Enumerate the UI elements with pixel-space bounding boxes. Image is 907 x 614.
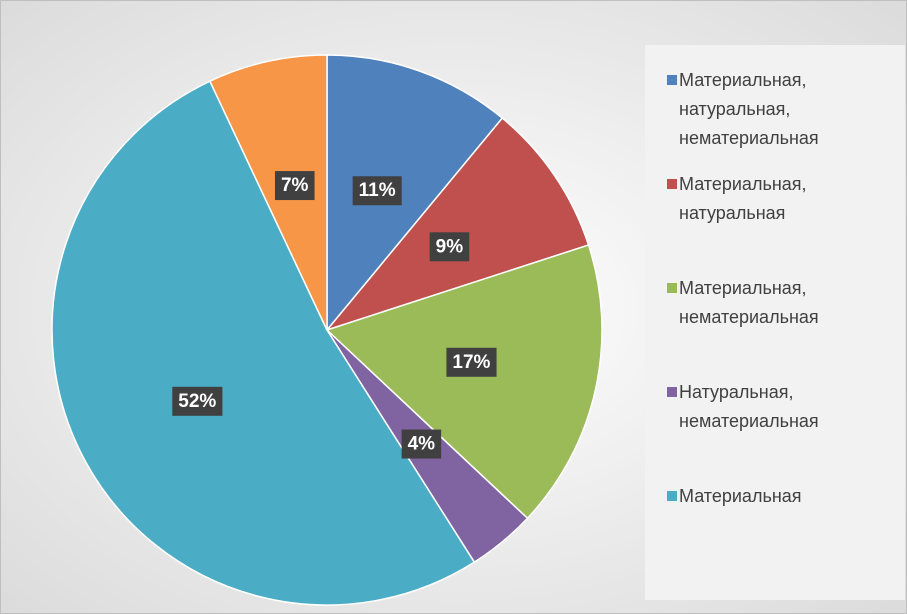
data-label-box (352, 176, 402, 206)
legend-label: Материальная, натуральная, нематериальна… (679, 70, 819, 148)
pie-slice (325, 244, 603, 520)
legend-label: Материальная, нематериальная (679, 278, 819, 327)
legend-label: Материальная, натуральная (679, 174, 807, 223)
data-label-box (446, 347, 497, 377)
legend-entry: Материальная, нематериальная (667, 274, 867, 332)
pie-slice (326, 54, 504, 333)
legend-swatch (667, 491, 677, 501)
data-label-box (172, 386, 223, 416)
data-label-box (429, 232, 470, 262)
data-label: 11% (359, 180, 396, 201)
legend-label: Материальная (679, 486, 802, 506)
legend-swatch (667, 387, 677, 397)
legend: Материальная, натуральная, нематериальна… (645, 45, 905, 600)
data-label: 7% (281, 175, 309, 196)
pie-slice (324, 117, 590, 332)
data-label: 52% (178, 391, 216, 412)
legend-swatch (667, 75, 677, 85)
legend-entry: Материальная, натуральная, нематериальна… (667, 66, 867, 153)
data-label-box (274, 171, 315, 201)
pie-slice (208, 54, 328, 331)
legend-swatch (667, 283, 677, 293)
legend-label: Натуральная, нематериальная (679, 382, 819, 431)
legend-swatch (667, 179, 677, 189)
legend-entry: Натуральная, нематериальная (667, 378, 867, 436)
data-label: 9% (436, 236, 464, 257)
data-label: 4% (408, 434, 436, 455)
legend-entry: Материальная, натуральная (667, 170, 867, 228)
data-label: 17% (452, 352, 490, 373)
data-label-box (401, 429, 442, 459)
legend-entry: Материальная (667, 482, 867, 511)
pie-slice (51, 80, 476, 606)
